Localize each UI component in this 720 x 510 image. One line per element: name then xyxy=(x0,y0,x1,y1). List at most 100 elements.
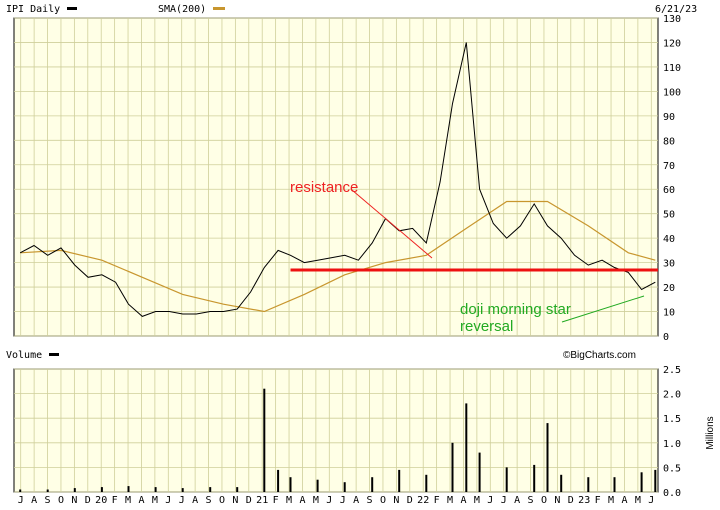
volume-bar xyxy=(465,403,468,492)
x-tick-label: M xyxy=(125,495,131,506)
x-tick-label: O xyxy=(541,495,547,506)
x-tick-label: A xyxy=(514,495,520,506)
volume-bar xyxy=(425,474,428,492)
x-tick-label: 20 xyxy=(95,495,107,506)
x-tick-label: J xyxy=(340,495,346,506)
x-tick-label: A xyxy=(299,495,305,506)
x-tick-label: S xyxy=(45,495,51,506)
x-tick-label: J xyxy=(648,495,654,506)
x-tick-label: M xyxy=(608,495,614,506)
x-tick-label: 22 xyxy=(417,495,429,506)
x-axis: J A S O N D 20 F M A M J J A S O N D 21 F M A M J J A S O N D 22 F M A M J J… xyxy=(18,495,655,506)
price-plot-area xyxy=(13,17,659,337)
volume-y-tick-label: 0.5 xyxy=(663,463,681,474)
x-tick-label: M xyxy=(474,495,480,506)
x-tick-label: M xyxy=(447,495,453,506)
x-tick-label: M xyxy=(286,495,292,506)
x-tick-label: F xyxy=(112,495,118,506)
x-tick-label: J xyxy=(165,495,171,506)
volume-bar xyxy=(289,477,292,492)
x-tick-label: D xyxy=(568,495,574,506)
price-y-tick-label: 70 xyxy=(663,161,675,172)
volume-bar xyxy=(451,442,454,492)
price-y-tick-label: 80 xyxy=(663,136,675,147)
price-y-tick-label: 100 xyxy=(663,87,681,98)
price-panel: 0 10 20 30 40 50 60 70 80 90 100 110 120 130 resistan… xyxy=(13,14,681,343)
x-tick-label: S xyxy=(528,495,534,506)
sma-label: SMA(200) xyxy=(158,4,206,15)
x-tick-label: D xyxy=(407,495,413,506)
header: IPI Daily SMA(200) 6/21/23 xyxy=(6,4,697,15)
price-y-tick-label: 40 xyxy=(663,234,675,245)
x-tick-label: M xyxy=(152,495,158,506)
reversal-pointer xyxy=(561,295,645,323)
price-y-tick-label: 20 xyxy=(663,283,675,294)
x-tick-label: M xyxy=(313,495,319,506)
x-tick-label: D xyxy=(246,495,252,506)
volume-bar xyxy=(316,479,319,492)
volume-label: Volume xyxy=(6,350,42,361)
volume-plot-area xyxy=(13,368,659,493)
x-tick-label: M xyxy=(635,495,641,506)
reversal-annotation-line2: reversal xyxy=(460,318,513,335)
price-y-tick-label: 50 xyxy=(663,210,675,221)
price-legend-swatch xyxy=(67,7,77,10)
volume-y-tick-label: 2.5 xyxy=(663,365,681,376)
volume-y-tick-label: 1.5 xyxy=(663,414,681,425)
price-y-tick-label: 90 xyxy=(663,112,675,123)
volume-bar xyxy=(46,489,49,492)
sma-legend-swatch xyxy=(213,7,225,10)
price-y-tick-label: 110 xyxy=(663,63,681,74)
volume-y-tick-label: 1.0 xyxy=(663,439,681,450)
x-tick-label: J xyxy=(487,495,493,506)
volume-bar xyxy=(587,477,590,492)
x-tick-label: J xyxy=(179,495,185,506)
price-y-tick-label: 30 xyxy=(663,259,675,270)
x-tick-label: O xyxy=(58,495,64,506)
x-tick-label: N xyxy=(554,495,560,506)
volume-bar xyxy=(277,469,280,492)
x-tick-label: N xyxy=(232,495,238,506)
x-tick-label: A xyxy=(460,495,466,506)
price-y-tick-label: 0 xyxy=(663,332,669,343)
volume-bars xyxy=(19,388,657,492)
x-tick-label: N xyxy=(393,495,399,506)
volume-bar xyxy=(127,486,130,492)
volume-header: Volume ©BigCharts.com xyxy=(6,350,636,361)
volume-units-label: Millions xyxy=(705,416,716,449)
x-tick-label: O xyxy=(380,495,386,506)
volume-bar xyxy=(73,488,76,492)
x-tick-label: D xyxy=(85,495,91,506)
volume-bar xyxy=(263,388,266,492)
volume-panel: 0.0 0.5 1.0 1.5 2.0 2.5 Millions xyxy=(13,365,716,499)
x-tick-label: J xyxy=(18,495,24,506)
volume-grid xyxy=(14,368,658,493)
sma-200-line xyxy=(20,200,656,313)
volume-bar xyxy=(533,464,536,492)
x-tick-label: A xyxy=(621,495,627,506)
volume-bar xyxy=(100,487,103,492)
x-tick-label: J xyxy=(326,495,332,506)
volume-bar xyxy=(640,472,643,492)
x-tick-label: 21 xyxy=(256,495,268,506)
price-y-axis: 0 10 20 30 40 50 60 70 80 90 100 110 120 130 xyxy=(663,14,681,343)
x-tick-label: F xyxy=(273,495,279,506)
resistance-pointer xyxy=(351,189,433,259)
price-y-tick-label: 120 xyxy=(663,38,681,49)
volume-y-tick-label: 2.0 xyxy=(663,390,681,401)
volume-bar xyxy=(560,474,563,492)
x-tick-label: S xyxy=(367,495,373,506)
x-tick-label: N xyxy=(71,495,77,506)
volume-legend-swatch xyxy=(49,353,59,356)
watermark: ©BigCharts.com xyxy=(563,350,636,361)
volume-bar xyxy=(209,487,212,492)
price-y-tick-label: 60 xyxy=(663,185,675,196)
x-tick-label: A xyxy=(138,495,144,506)
price-y-tick-label: 10 xyxy=(663,308,675,319)
volume-bar xyxy=(505,467,508,492)
volume-bar xyxy=(343,482,346,492)
volume-bar xyxy=(154,487,157,492)
price-y-tick-label: 130 xyxy=(663,14,681,25)
volume-bar xyxy=(546,423,549,492)
